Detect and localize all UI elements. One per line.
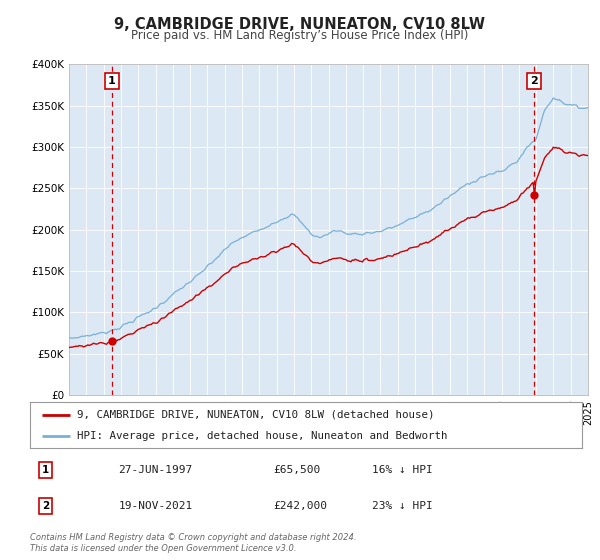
Text: 1: 1 (108, 76, 116, 86)
Text: 16% ↓ HPI: 16% ↓ HPI (372, 465, 433, 475)
Text: Contains HM Land Registry data © Crown copyright and database right 2024.
This d: Contains HM Land Registry data © Crown c… (30, 533, 356, 553)
Text: HPI: Average price, detached house, Nuneaton and Bedworth: HPI: Average price, detached house, Nune… (77, 431, 448, 441)
Text: 1: 1 (42, 465, 49, 475)
Text: 27-JUN-1997: 27-JUN-1997 (118, 465, 193, 475)
Text: Price paid vs. HM Land Registry’s House Price Index (HPI): Price paid vs. HM Land Registry’s House … (131, 29, 469, 42)
Text: 9, CAMBRIDGE DRIVE, NUNEATON, CV10 8LW (detached house): 9, CAMBRIDGE DRIVE, NUNEATON, CV10 8LW (… (77, 410, 434, 420)
Text: 2: 2 (42, 501, 49, 511)
Text: 19-NOV-2021: 19-NOV-2021 (118, 501, 193, 511)
Text: 9, CAMBRIDGE DRIVE, NUNEATON, CV10 8LW: 9, CAMBRIDGE DRIVE, NUNEATON, CV10 8LW (115, 17, 485, 32)
Text: £65,500: £65,500 (273, 465, 320, 475)
Text: 2: 2 (530, 76, 538, 86)
Text: 23% ↓ HPI: 23% ↓ HPI (372, 501, 433, 511)
Text: £242,000: £242,000 (273, 501, 327, 511)
